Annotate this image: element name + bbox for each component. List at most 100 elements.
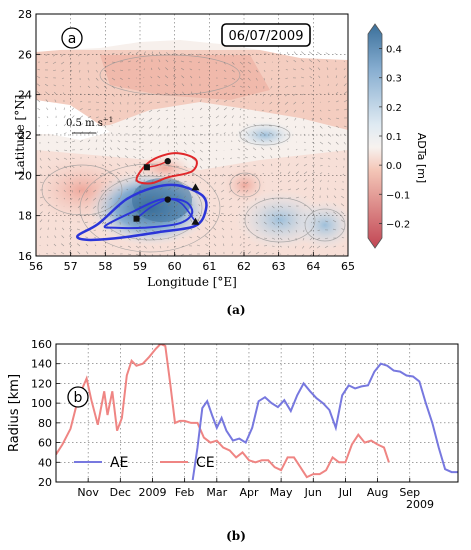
velocity-arrow <box>236 181 241 185</box>
velocity-arrow <box>294 253 297 256</box>
colorbar-tick-label: 0.3 <box>386 74 402 85</box>
velocity-arrow <box>231 107 235 111</box>
velocity-arrow <box>86 53 89 56</box>
velocity-arrow <box>239 101 242 103</box>
velocity-arrow <box>191 108 194 111</box>
velocity-arrow <box>263 252 267 255</box>
velocity-arrow <box>287 205 292 208</box>
velocity-arrow <box>52 69 57 72</box>
velocity-arrow <box>71 100 74 103</box>
velocity-arrow <box>319 117 323 121</box>
velocity-arrow <box>221 189 225 193</box>
velocity-arrow <box>263 77 265 81</box>
velocity-arrow <box>310 84 313 87</box>
velocity-arrow <box>87 123 92 127</box>
ce-start-marker <box>143 164 150 171</box>
velocity-arrow <box>150 76 153 79</box>
velocity-arrow <box>127 51 132 55</box>
velocity-arrow <box>133 148 137 151</box>
velocity-arrow <box>183 157 188 161</box>
velocity-arrow <box>238 139 241 143</box>
velocity-arrow <box>93 221 97 224</box>
velocity-arrow <box>231 85 236 87</box>
velocity-arrow <box>319 179 322 183</box>
velocity-arrow <box>47 219 50 223</box>
velocity-arrow <box>199 107 203 111</box>
ce-center-marker <box>164 158 171 165</box>
velocity-arrow <box>237 205 241 209</box>
velocity-arrow <box>167 187 172 191</box>
velocity-arrow <box>223 69 227 72</box>
colorbar-tick-label: −0.1 <box>386 190 410 201</box>
velocity-arrow <box>101 221 105 225</box>
velocity-arrow <box>63 181 67 185</box>
velocity-arrow <box>95 61 98 65</box>
velocity-arrow <box>36 99 41 103</box>
velocity-arrow <box>134 179 137 183</box>
velocity-arrow <box>149 141 153 144</box>
velocity-arrow <box>239 85 243 88</box>
velocity-arrow <box>246 123 249 127</box>
velocity-arrow <box>68 235 73 239</box>
velocity-arrow <box>221 181 225 185</box>
velocity-arrow <box>142 163 145 167</box>
velocity-arrow <box>159 187 163 191</box>
velocity-arrow <box>108 172 113 175</box>
velocity-arrow <box>206 189 209 192</box>
velocity-arrow <box>63 115 66 119</box>
velocity-arrow <box>343 108 348 111</box>
velocity-arrow <box>37 76 41 79</box>
velocity-arrow <box>143 196 146 199</box>
velocity-arrow <box>47 204 51 207</box>
velocity-arrow <box>263 221 267 225</box>
velocity-arrow <box>85 243 89 247</box>
velocity-arrow <box>286 60 289 63</box>
y-tick-label: 26 <box>18 48 32 61</box>
velocity-arrow <box>71 140 76 143</box>
velocity-arrow <box>230 228 233 231</box>
velocity-arrow <box>341 188 345 191</box>
velocity-arrow <box>95 116 99 119</box>
velocity-arrow <box>100 197 105 201</box>
panel-b-frame <box>55 343 459 483</box>
velocity-arrow <box>77 205 81 208</box>
velocity-arrow <box>335 91 339 95</box>
velocity-arrow <box>141 109 145 113</box>
velocity-arrow <box>167 220 170 223</box>
velocity-arrow <box>220 205 225 207</box>
velocity-arrow <box>246 197 249 201</box>
velocity-arrow <box>271 181 273 183</box>
velocity-arrow <box>228 197 233 201</box>
velocity-arrow <box>191 149 196 153</box>
velocity-arrow <box>295 179 300 183</box>
velocity-arrow <box>167 203 171 207</box>
velocity-arrow <box>69 220 73 223</box>
velocity-arrow <box>309 253 313 256</box>
velocity-arrow <box>191 157 196 161</box>
velocity-arrow <box>158 133 161 137</box>
velocity-arrow <box>255 244 260 247</box>
velocity-arrow <box>189 53 193 55</box>
x-tick-label: 61 <box>202 260 216 273</box>
velocity-arrow <box>311 187 315 191</box>
velocity-arrow <box>77 53 81 57</box>
velocity-arrow <box>239 77 244 81</box>
velocity-arrow <box>230 221 233 223</box>
velocity-arrow <box>77 213 81 216</box>
velocity-arrow <box>310 229 313 232</box>
velocity-arrow <box>271 205 275 209</box>
velocity-arrow <box>319 172 323 175</box>
velocity-arrow <box>69 228 73 231</box>
velocity-arrow <box>175 117 177 120</box>
velocity-arrow <box>101 205 105 209</box>
velocity-arrow <box>231 77 236 80</box>
velocity-arrow <box>135 68 138 71</box>
velocity-arrow <box>260 131 265 135</box>
velocity-arrow <box>229 205 233 208</box>
velocity-arrow <box>37 107 41 111</box>
velocity-arrow <box>231 69 235 73</box>
velocity-arrow <box>94 165 97 167</box>
x-tick-label: 65 <box>341 260 355 273</box>
velocity-arrow <box>189 236 193 239</box>
velocity-arrow <box>301 51 305 55</box>
